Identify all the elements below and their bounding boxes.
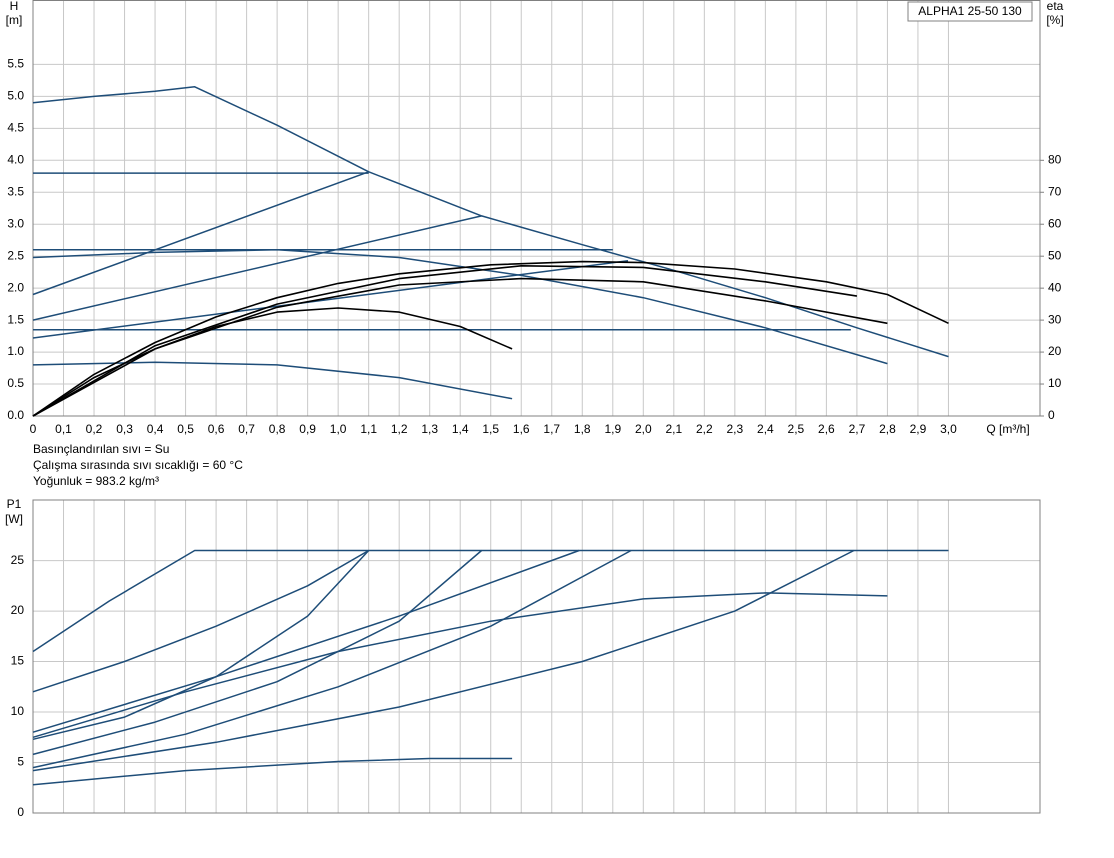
y2-tick-label: 70: [1048, 184, 1062, 198]
note: Yoğunluk = 983.2 kg/m³: [33, 474, 159, 488]
x-tick-label: 0,3: [116, 422, 133, 436]
x-tick-label: 1,9: [604, 422, 621, 436]
x-tick-label: 0,8: [269, 422, 286, 436]
x-tick-label: 1,4: [452, 422, 469, 436]
curve: [32, 249, 888, 365]
x-tick-label: 1,5: [482, 422, 499, 436]
y2-axis-title: eta: [1047, 0, 1064, 13]
y-tick-label: 20: [11, 603, 25, 617]
curve: [32, 592, 888, 739]
plot-frame: [32, 0, 1041, 417]
curve: [32, 361, 513, 400]
x-tick-label: 1,2: [391, 422, 408, 436]
x-tick-label: 1,0: [330, 422, 347, 436]
curve: [32, 549, 580, 733]
curve: [32, 757, 513, 786]
curve: [32, 215, 482, 321]
y-tick-label: 10: [11, 704, 25, 718]
y-tick-label: 5.0: [7, 89, 24, 103]
x-tick-label: 2,3: [727, 422, 744, 436]
x-tick-label: 0: [30, 422, 37, 436]
note: Basınçlandırılan sıvı = Su: [33, 442, 169, 456]
x-tick-label: 0,2: [86, 422, 103, 436]
x-tick-label: 2,0: [635, 422, 652, 436]
y-axis-unit: [m]: [6, 13, 23, 27]
y-axis-unit: [W]: [5, 512, 23, 526]
x-tick-label: 0,9: [299, 422, 316, 436]
y2-tick-label: 50: [1048, 248, 1062, 262]
y-tick-label: 0.0: [7, 408, 24, 422]
plot: 0 5 10 15 20 25: [11, 499, 1041, 819]
y-tick-label: 1.5: [7, 312, 24, 326]
y-tick-label: 3.0: [7, 216, 24, 230]
note: Çalışma sırasında sıvı sıcaklığı = 60 °C: [33, 458, 243, 472]
x-tick-label: 2,4: [757, 422, 774, 436]
x-tick-label: 2,5: [788, 422, 805, 436]
y2-tick-label: 80: [1048, 152, 1062, 166]
y2-tick-label: 30: [1048, 312, 1062, 326]
x-tick-label: 1,1: [360, 422, 377, 436]
x-tick-label: 3,0: [940, 422, 957, 436]
y-tick-label: 5.5: [7, 57, 24, 71]
x-axis-title: Q [m³/h]: [986, 422, 1029, 436]
model-box: [907, 1, 1033, 22]
y-tick-label: 4.0: [7, 152, 24, 166]
x-tick-label: 0,1: [55, 422, 72, 436]
curve: [32, 549, 483, 756]
y-tick-label: 0.5: [7, 376, 24, 390]
y2-axis-unit: [%]: [1046, 13, 1063, 27]
plot-frame: [32, 499, 1041, 814]
x-tick-label: 1,8: [574, 422, 591, 436]
curve: [32, 549, 855, 772]
curve: [32, 307, 513, 417]
y2-tick-label: 40: [1048, 280, 1062, 294]
curve: [32, 549, 370, 693]
plot: 0 0,1 0,2 0,3 0,4 0,5 0,6 0,7 0,8 0,9 1,0 1,1 1,2 1,3…: [7, 0, 1062, 436]
y2-tick-label: 10: [1048, 376, 1062, 390]
y2-tick-label: 0: [1048, 408, 1055, 422]
curve: [32, 171, 369, 296]
y-axis-title: P1: [7, 497, 22, 511]
y-tick-label: 1.0: [7, 344, 24, 358]
x-tick-label: 2,9: [910, 422, 927, 436]
x-tick-label: 0,5: [177, 422, 194, 436]
y2-tick-label: 60: [1048, 216, 1062, 230]
x-tick-label: 1,3: [421, 422, 438, 436]
curve: [32, 259, 629, 339]
x-tick-label: 2,2: [696, 422, 713, 436]
x-tick-label: 1,6: [513, 422, 530, 436]
curve: [32, 260, 949, 417]
y-tick-label: 25: [11, 553, 25, 567]
curve: [32, 549, 632, 769]
y-tick-label: 5: [17, 755, 24, 769]
y-tick-label: 0: [17, 805, 24, 819]
y-tick-label: 2.5: [7, 248, 24, 262]
curve: [32, 549, 949, 653]
y-tick-label: 4.5: [7, 121, 24, 135]
y-tick-label: 3.5: [7, 184, 24, 198]
x-tick-label: 2,1: [665, 422, 682, 436]
x-tick-label: 2,8: [879, 422, 896, 436]
y-tick-label: 15: [11, 654, 25, 668]
curve: [32, 86, 949, 358]
y-axis-title: H: [10, 0, 19, 13]
curve: [32, 265, 858, 417]
x-tick-label: 0,7: [238, 422, 255, 436]
x-tick-label: 2,6: [818, 422, 835, 436]
model-label: ALPHA1 25-50 130: [918, 4, 1022, 18]
y2-tick-label: 20: [1048, 344, 1062, 358]
x-tick-label: 0,4: [147, 422, 164, 436]
x-tick-label: 0,6: [208, 422, 225, 436]
y-tick-label: 2.0: [7, 280, 24, 294]
x-tick-label: 1,7: [543, 422, 560, 436]
x-tick-label: 2,7: [849, 422, 866, 436]
